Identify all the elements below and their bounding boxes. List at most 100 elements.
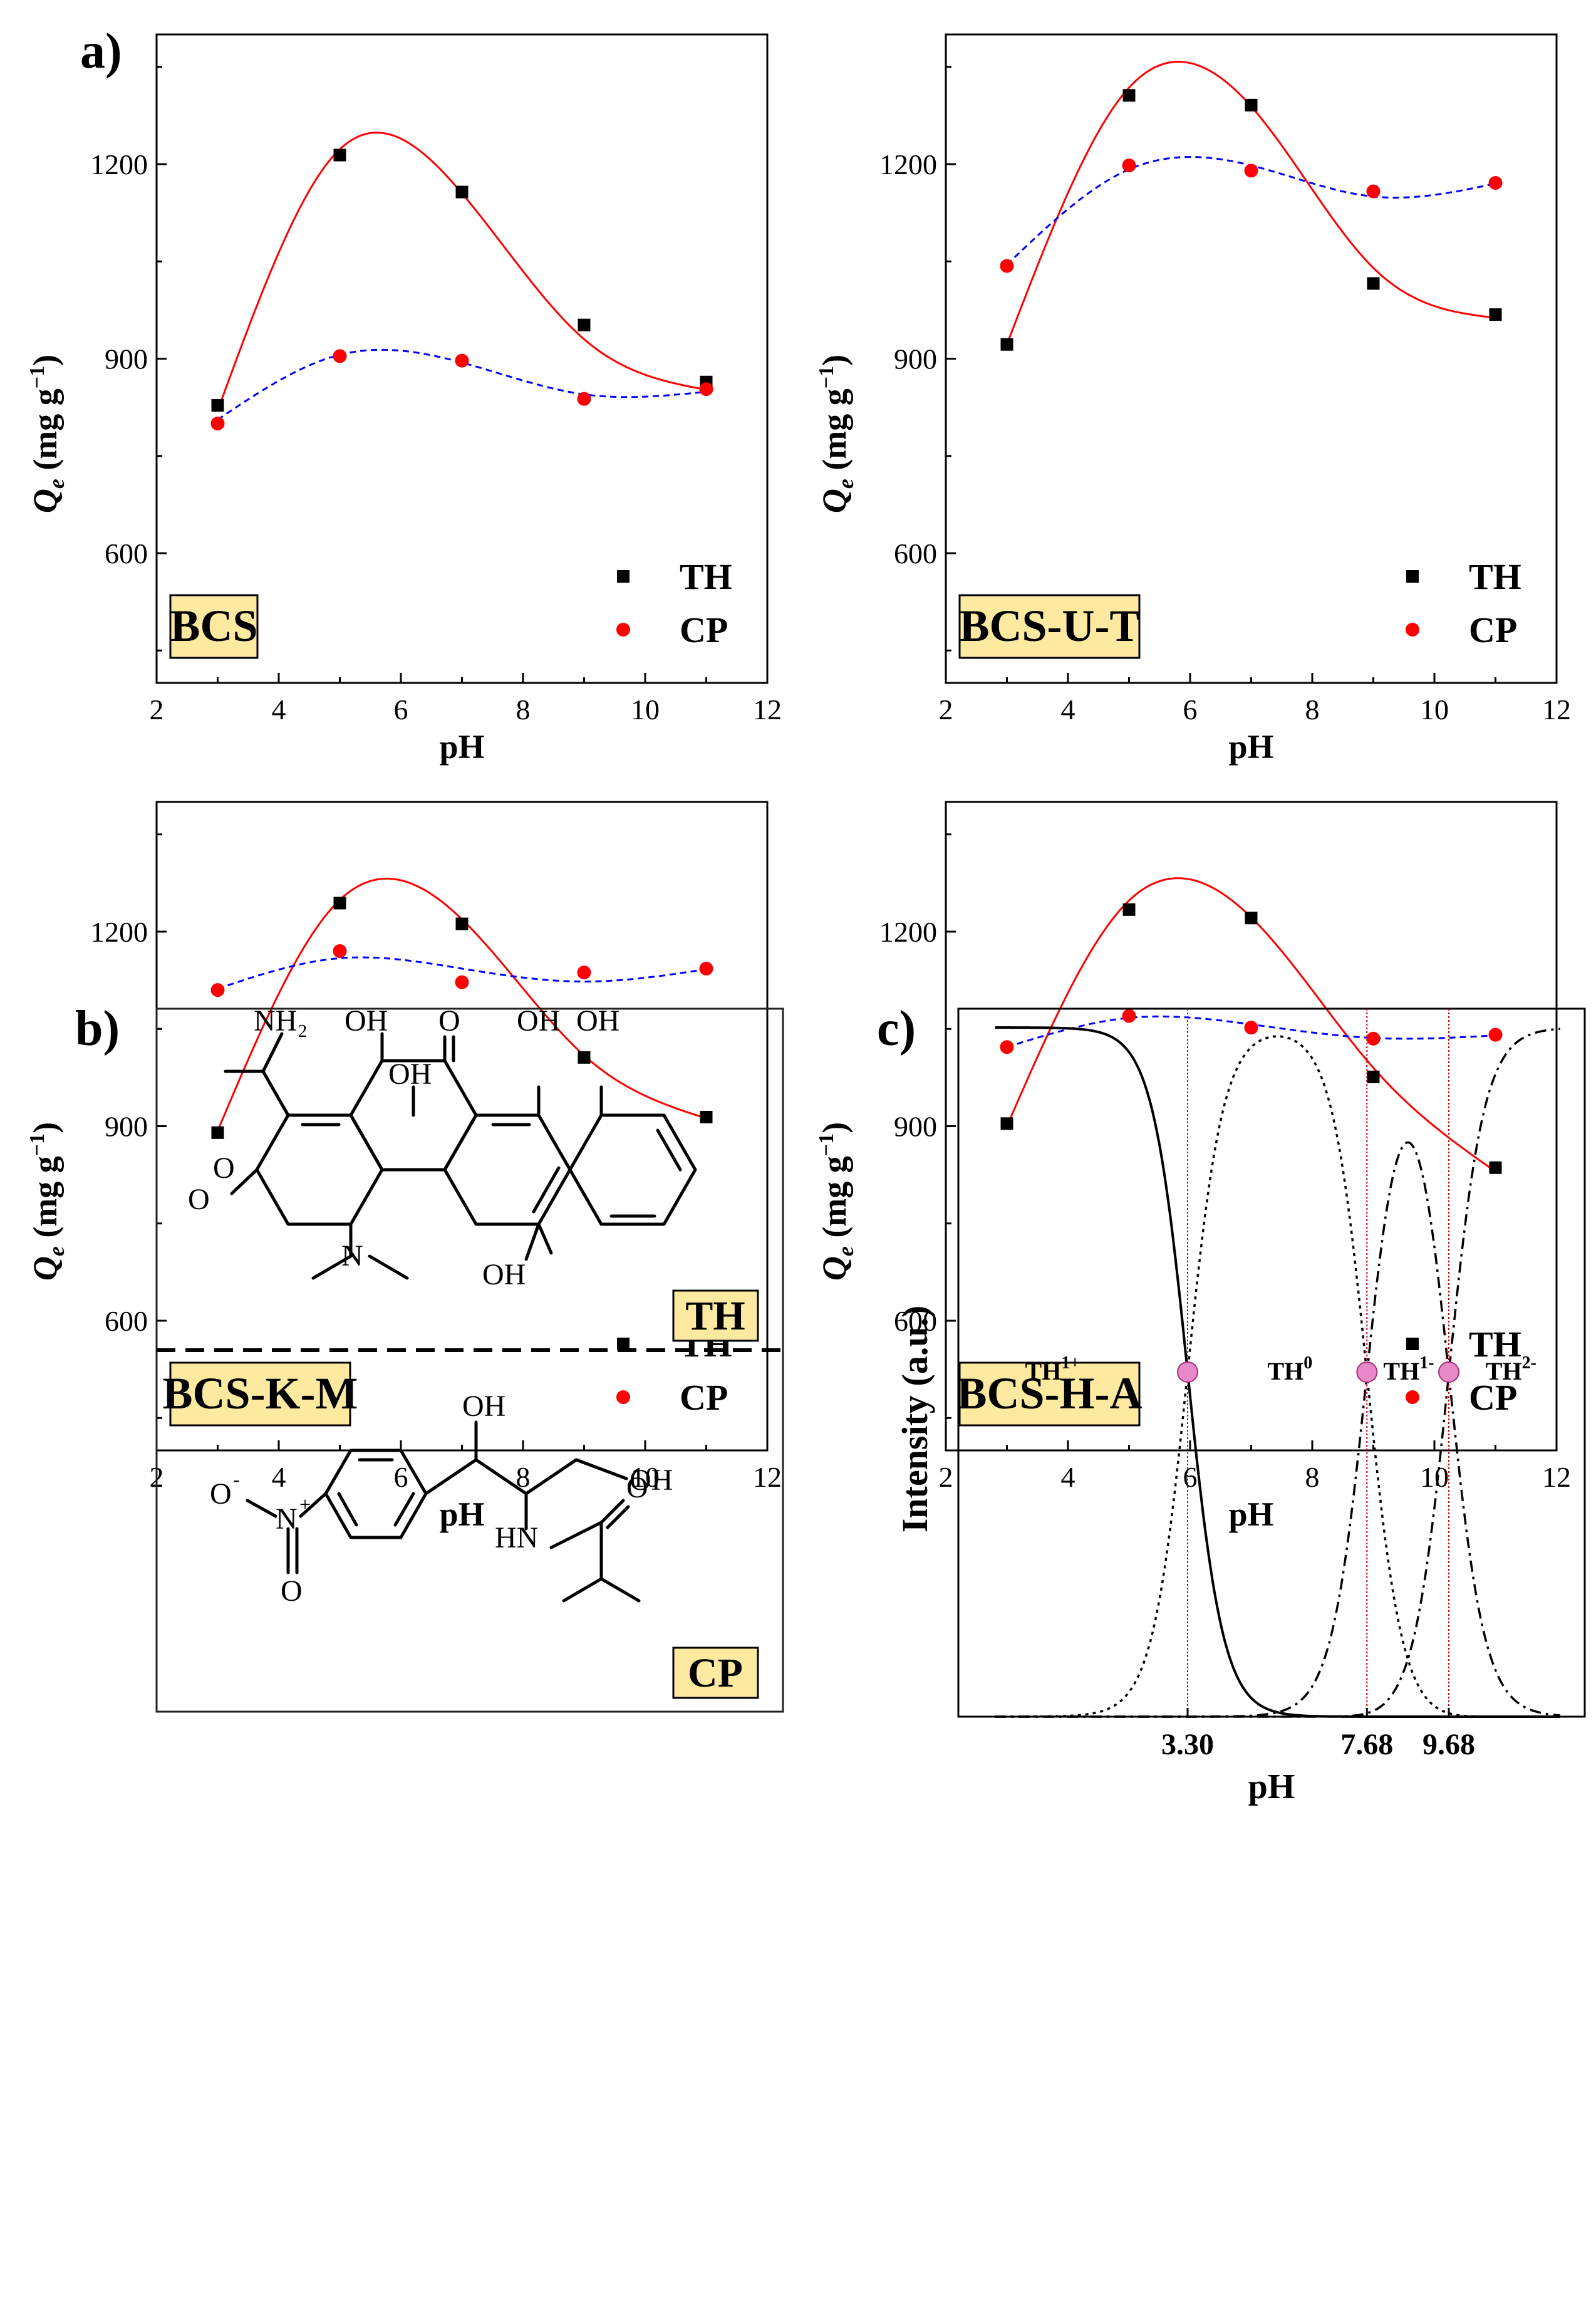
legend-marker-cp [616,1390,630,1404]
th-oh-1: OH [345,1004,388,1038]
legend-label-cp: CP [1469,1377,1517,1418]
data-point-th [1367,277,1380,290]
data-point-th [1489,308,1502,321]
x-tick-label: 4 [1061,1461,1075,1493]
cp-n-plus-charge: + [299,1493,311,1516]
panel-label-b: b) [75,1001,120,1056]
x-tick-label: 2 [939,694,953,726]
data-point-cp [1366,184,1381,199]
data-point-th [1000,1117,1013,1130]
species-curve-th1- [995,1141,1560,1718]
data-point-th [455,917,469,930]
data-point-cp [210,417,225,430]
panel-b-structures: NH₂ O O OH OH O OH OH OH N TH [155,1004,784,1713]
cp-bond [606,1505,630,1529]
fit-curve-cp [217,956,707,990]
data-point-cp [699,961,713,975]
th-o-keto: O [213,1152,235,1185]
th-ring-b [443,1113,572,1226]
y-tick-label: 900 [894,343,937,375]
legend-label-th: TH [1469,556,1521,597]
cp-n-plus: N [276,1502,298,1536]
species-curve-th0 [995,1035,1560,1718]
fit-curve-cp [217,348,707,421]
data-point-cp [1244,164,1258,178]
x-tick-label: 10 [1420,1461,1449,1493]
th-oh-3: OH [517,1004,560,1038]
species-label-th2-: TH2- [1486,1353,1536,1385]
data-point-cp [210,983,225,997]
x-axis-label: pH [439,728,484,766]
x-tick-label: 6 [394,694,408,726]
data-point-th [333,148,346,162]
cp-oh-1: OH [462,1390,505,1423]
x-tick-label: 6 [1183,1461,1198,1493]
data-point-th [1245,912,1258,925]
plot-frame [155,801,769,1452]
x-axis-label: pH [1228,728,1273,766]
x-tick-label: 8 [516,1461,531,1493]
cp-hn: HN [495,1521,538,1554]
th-oh-4: OH [576,1004,619,1038]
data-point-th [455,185,469,199]
x-tick-label: 10 [631,1461,660,1493]
x-tick-label: 6 [1183,694,1198,726]
data-point-th [578,318,591,331]
data-point-cp [699,382,713,397]
data-point-cp [577,965,591,980]
x-tick-label: 12 [1542,1461,1571,1493]
y-tick-label: 1200 [879,916,937,948]
cp-double-bond [337,1492,358,1527]
sample-label-box [958,1361,1141,1427]
data-point-th [211,1126,224,1139]
x-tick-label: 12 [753,1461,782,1493]
th-ring-a [568,1113,697,1226]
x-tick-label: 7.68 [1340,1728,1393,1761]
th-label: TH [685,1293,745,1339]
cp-bond [599,1499,625,1524]
data-point-cp [1122,1009,1136,1023]
cp-bond [524,1458,578,1496]
x-tick-label: 12 [753,694,782,726]
x-tick-label: 8 [516,694,531,726]
legend-marker-cp [1406,623,1419,637]
x-tick-label: 3.30 [1161,1728,1214,1761]
data-point-cp [333,944,347,959]
cp-bond [574,1458,628,1480]
x-tick-label: 12 [1542,694,1571,726]
plot-frame [945,33,1558,684]
th-oh-5: OH [482,1258,526,1291]
x-tick-label: 10 [1420,694,1449,726]
cp-bond [474,1458,528,1496]
data-point-th [1122,903,1136,916]
cp-bond [599,1577,641,1603]
th-o-amide: O [188,1183,210,1216]
y-axis-label: Intensity (a.u.) [894,1306,935,1533]
plot-bcs-u-t: 2 4 6 8 10 12 600 900 1200 pH Qe (mg g−1) TH CP BCS-U… [815,33,1571,766]
data-point-cp [1366,1031,1381,1046]
legend-label-cp: CP [1469,610,1517,650]
cp-o-minus-charge: - [233,1468,240,1490]
data-point-cp [1488,176,1503,190]
speciation-frame [957,1007,1586,1718]
cp-double-bond [393,1492,415,1527]
sample-label-box [169,594,259,659]
th-structure [224,1032,697,1280]
th-oh-2: OH [388,1058,432,1091]
th-nh2: NH₂ [254,1004,308,1038]
y-tick-label: 900 [105,343,148,375]
data-point-cp [1000,259,1014,273]
th-bond [230,1168,259,1195]
th-bond [524,1222,541,1261]
y-tick-label: 600 [894,1305,937,1337]
th-bond [311,1254,353,1280]
x-tick-label: 10 [631,694,660,726]
cp-oh-2: OH [630,1464,673,1497]
th-bond [261,1069,290,1117]
cp-bond [246,1499,277,1518]
sample-label-box [958,594,1141,659]
legend-marker-cp [616,623,630,637]
y-tick-label: 600 [105,538,148,570]
data-point-cp [455,353,469,368]
plot-bcs-h-a: 2 4 6 8 10 12 600 900 1200 pH Qe (mg g−1) TH CP BCS-H… [815,801,1571,1533]
